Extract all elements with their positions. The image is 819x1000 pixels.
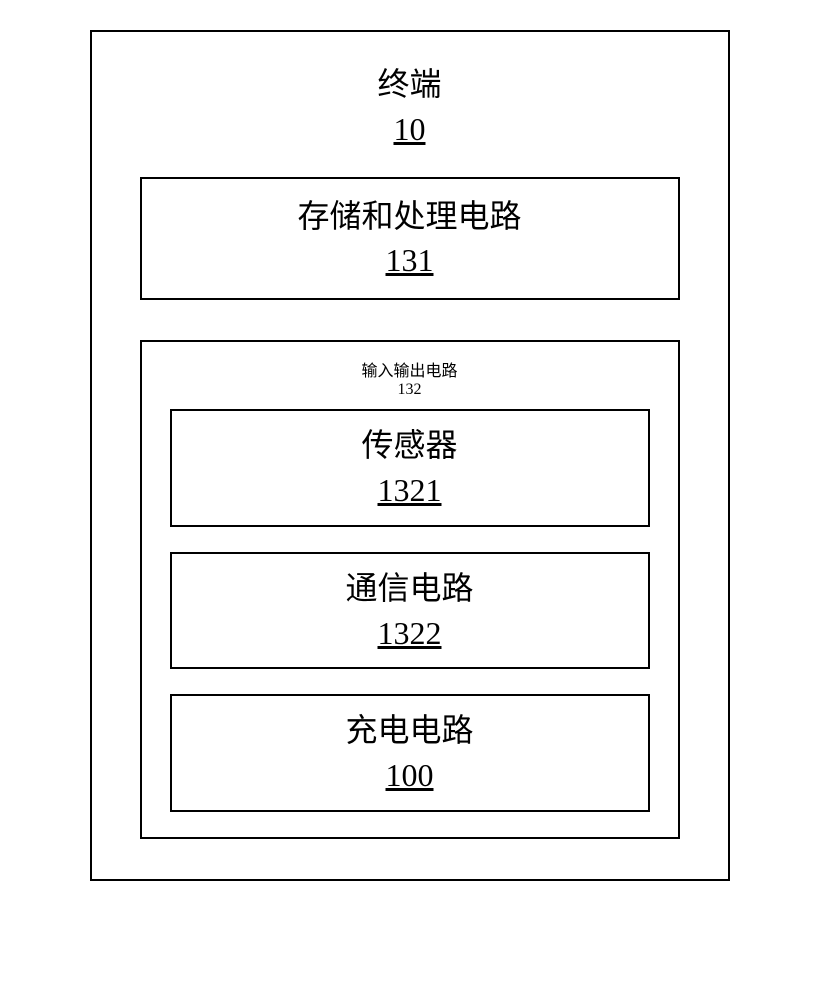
comm-number: 1322 <box>187 611 633 656</box>
storage-number: 131 <box>162 238 658 283</box>
comm-block: 通信电路 1322 <box>170 552 650 670</box>
io-number: 132 <box>361 381 457 399</box>
storage-label: 存储和处理电路 <box>162 194 658 239</box>
sensor-label: 传感器 <box>187 423 633 468</box>
charging-number: 100 <box>187 753 633 798</box>
terminal-label: 终端 <box>377 62 441 107</box>
io-label: 输入输出电路 <box>361 357 457 381</box>
terminal-title-group: 终端 10 <box>377 62 441 152</box>
comm-label: 通信电路 <box>187 566 633 611</box>
io-block: 输入输出电路 132 传感器 1321 通信电路 1322 充电电路 100 <box>140 340 680 839</box>
storage-processing-block: 存储和处理电路 131 <box>140 177 680 301</box>
io-title-group: 输入输出电路 132 <box>361 357 457 399</box>
sensor-block: 传感器 1321 <box>170 409 650 527</box>
terminal-number: 10 <box>377 107 441 152</box>
terminal-block: 终端 10 存储和处理电路 131 输入输出电路 132 传感器 1321 通信… <box>90 30 730 881</box>
sensor-number: 1321 <box>187 468 633 513</box>
charging-label: 充电电路 <box>187 708 633 753</box>
charging-block: 充电电路 100 <box>170 694 650 812</box>
